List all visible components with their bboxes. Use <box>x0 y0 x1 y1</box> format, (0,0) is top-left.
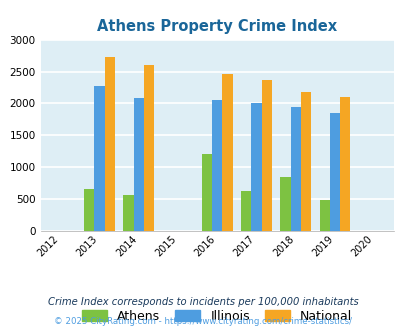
Bar <box>261 81 271 231</box>
Bar <box>211 100 222 231</box>
Bar <box>280 178 290 231</box>
Bar <box>300 92 310 231</box>
Bar <box>201 154 211 231</box>
Bar <box>319 200 329 231</box>
Bar <box>143 65 153 231</box>
Bar <box>133 98 143 231</box>
Title: Athens Property Crime Index: Athens Property Crime Index <box>97 19 337 34</box>
Text: Crime Index corresponds to incidents per 100,000 inhabitants: Crime Index corresponds to incidents per… <box>47 297 358 307</box>
Bar <box>104 57 115 231</box>
Bar <box>290 107 300 231</box>
Bar <box>241 191 251 231</box>
Bar <box>222 74 232 231</box>
Bar <box>329 113 339 231</box>
Bar <box>339 97 350 231</box>
Bar <box>84 189 94 231</box>
Bar <box>94 86 104 231</box>
Bar <box>251 103 261 231</box>
Bar <box>123 195 133 231</box>
Legend: Athens, Illinois, National: Athens, Illinois, National <box>82 310 352 323</box>
Text: © 2025 CityRating.com - https://www.cityrating.com/crime-statistics/: © 2025 CityRating.com - https://www.city… <box>54 317 351 326</box>
